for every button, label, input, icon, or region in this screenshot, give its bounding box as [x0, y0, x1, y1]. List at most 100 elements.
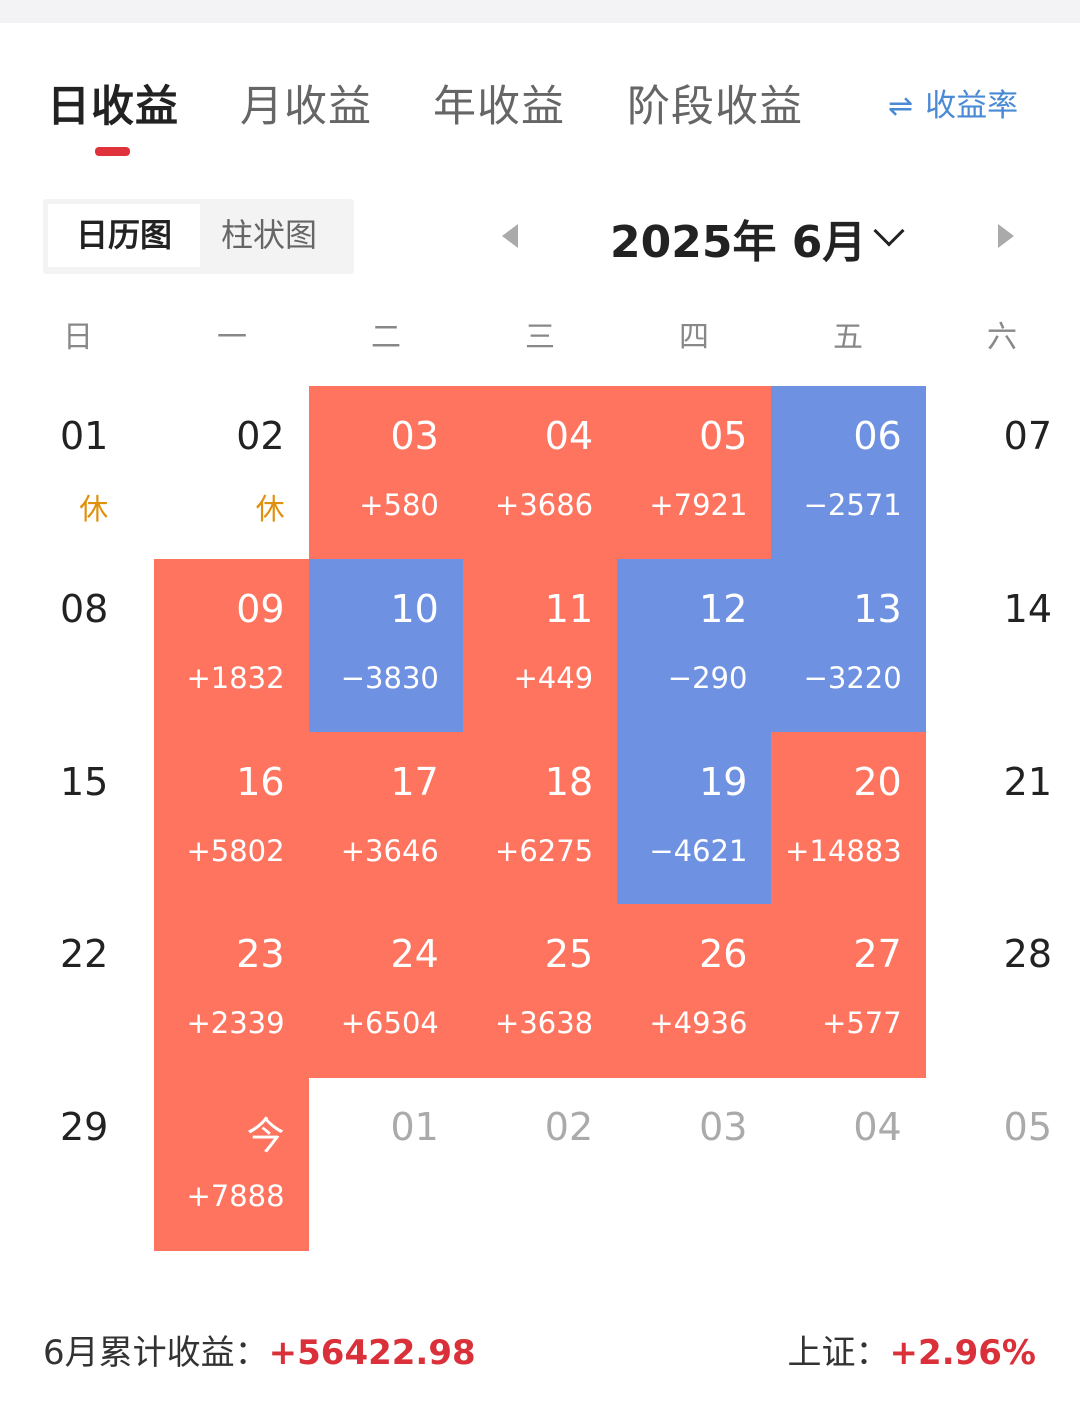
day-number: 16	[236, 759, 285, 804]
day-number: 01	[390, 1105, 439, 1150]
calendar-day-cell[interactable]: 29	[0, 1077, 154, 1250]
rest-day-badge: 休	[255, 492, 285, 526]
calendar-day-cell[interactable]: 05 +7921	[617, 386, 772, 560]
day-number: 01	[59, 414, 109, 458]
monthly-total-value: +56422.98	[268, 1333, 476, 1373]
day-number: 13	[853, 586, 902, 631]
calendar-day-cell[interactable]: 今 +7888	[154, 1077, 309, 1251]
calendar-day-cell[interactable]: 22	[0, 904, 154, 1077]
calendar-view-button[interactable]: 日历图	[48, 204, 200, 267]
calendar-day-cell[interactable]: 24 +6504	[308, 904, 463, 1079]
day-profit-value: +1832	[186, 660, 285, 695]
day-number: 02	[544, 1105, 594, 1150]
day-number: 24	[390, 932, 439, 977]
calendar-day-cell[interactable]: 05	[926, 1077, 1080, 1250]
day-number: 20	[853, 759, 902, 804]
day-number: 今	[246, 1114, 285, 1159]
prev-month-icon[interactable]	[502, 224, 518, 248]
calendar-day-cell[interactable]: 13 −3220	[771, 558, 926, 733]
tab-period-income[interactable]: 阶段收益	[627, 82, 803, 132]
tab-daily-income[interactable]: 日收益	[47, 82, 179, 132]
calendar-day-cell[interactable]: 01	[309, 1077, 463, 1250]
bar-chart-view-button[interactable]: 柱状图	[220, 216, 317, 254]
day-number: 03	[390, 414, 439, 458]
day-profit-value: +6275	[495, 833, 594, 868]
calendar-day-cell[interactable]: 03 +580	[308, 386, 463, 560]
day-number: 03	[699, 1105, 748, 1150]
calendar-day-cell[interactable]: 07	[926, 386, 1080, 559]
calendar-day-cell[interactable]: 18 +6275	[462, 731, 618, 906]
day-profit-value: +449	[513, 660, 594, 695]
weekday-sat: 六	[987, 320, 1017, 355]
day-profit-value: +7888	[186, 1179, 285, 1214]
day-number: 08	[59, 586, 109, 631]
day-profit-value: +2339	[186, 1006, 285, 1041]
day-profit-value: −3220	[803, 660, 902, 695]
calendar-day-cell[interactable]: 11 +449	[462, 558, 618, 733]
calendar-day-cell[interactable]: 20 +14883	[771, 731, 926, 906]
day-number: 29	[59, 1105, 109, 1150]
active-tab-indicator	[95, 147, 130, 156]
calendar-day-cell[interactable]: 02 休	[154, 386, 308, 559]
calendar-day-cell[interactable]: 10 −3830	[308, 558, 463, 733]
calendar-day-cell[interactable]: 06 −2571	[771, 386, 926, 560]
tab-monthly-income[interactable]: 月收益	[240, 82, 372, 132]
calendar-day-cell[interactable]: 01 休	[0, 386, 154, 559]
calendar-day-cell[interactable]: 15	[0, 732, 154, 905]
day-number: 27	[853, 932, 902, 977]
calendar-day-cell[interactable]: 08	[0, 559, 154, 732]
calendar-day-cell[interactable]: 09 +1832	[154, 558, 309, 733]
swap-icon: ⇌	[888, 89, 914, 124]
month-navigator: 2025年 6月	[480, 200, 1040, 272]
day-profit-value: +5802	[186, 833, 285, 868]
next-month-icon[interactable]	[998, 224, 1014, 248]
day-profit-value: +577	[822, 1006, 902, 1041]
weekday-mon: 一	[217, 320, 247, 355]
calendar-day-cell[interactable]: 28	[926, 904, 1080, 1077]
calendar-day-cell[interactable]: 26 +4936	[617, 904, 772, 1079]
tab-yearly-income[interactable]: 年收益	[433, 82, 565, 132]
month-selector[interactable]: 2025年 6月	[610, 217, 867, 268]
calendar-day-cell[interactable]: 25 +3638	[462, 904, 618, 1079]
calendar-day-cell[interactable]: 14	[926, 559, 1080, 732]
day-profit-value: +3638	[495, 1006, 594, 1041]
calendar-day-cell[interactable]: 23 +2339	[154, 904, 309, 1079]
rate-toggle-button[interactable]: ⇌ 收益率	[888, 80, 1018, 125]
day-profit-value: +3686	[495, 488, 594, 522]
calendar-day-cell[interactable]: 04	[771, 1077, 925, 1250]
day-number: 25	[544, 932, 594, 977]
day-profit-value: +3646	[340, 833, 439, 868]
weekday-thu: 四	[679, 320, 709, 355]
day-number: 28	[1003, 932, 1052, 977]
calendar-day-cell[interactable]: 12 −290	[617, 558, 772, 733]
calendar-grid: 01 休 02 休 03 +580 04 +3686 05 +7921 06 −2571 07 08 09 +…	[0, 386, 1080, 1251]
monthly-total-label: 6月累计收益：	[43, 1333, 269, 1373]
chevron-down-icon[interactable]	[873, 215, 905, 247]
day-number: 04	[853, 1105, 902, 1150]
day-profit-value: +580	[359, 488, 439, 522]
day-profit-value: +4936	[649, 1006, 748, 1041]
calendar-day-cell[interactable]: 17 +3646	[308, 731, 463, 906]
income-tabs: 日收益 月收益 年收益 阶段收益 ⇌ 收益率	[0, 62, 1080, 162]
day-number: 06	[853, 414, 902, 458]
day-number: 05	[699, 414, 748, 458]
rate-toggle-label: 收益率	[925, 88, 1019, 124]
status-bar-area	[0, 0, 1080, 23]
calendar-day-cell[interactable]: 21	[926, 732, 1080, 905]
day-number: 19	[699, 759, 748, 804]
day-profit-value: +14883	[785, 833, 902, 868]
weekday-header: 日 一 二 三 四 五 六	[0, 312, 1080, 362]
calendar-day-cell[interactable]: 19 −4621	[617, 731, 772, 906]
calendar-day-cell[interactable]: 03	[617, 1077, 771, 1250]
calendar-day-cell[interactable]: 27 +577	[771, 904, 926, 1079]
day-number: 22	[59, 932, 109, 977]
day-number: 26	[699, 932, 748, 977]
calendar-day-cell[interactable]: 02	[463, 1077, 617, 1250]
calendar-day-cell[interactable]: 16 +5802	[154, 731, 309, 906]
day-number: 21	[1003, 759, 1052, 804]
day-number: 12	[699, 586, 748, 631]
weekday-fri: 五	[833, 320, 863, 355]
calendar-day-cell[interactable]: 04 +3686	[462, 386, 618, 560]
weekday-tue: 二	[371, 320, 401, 355]
day-profit-value: −290	[667, 660, 748, 695]
